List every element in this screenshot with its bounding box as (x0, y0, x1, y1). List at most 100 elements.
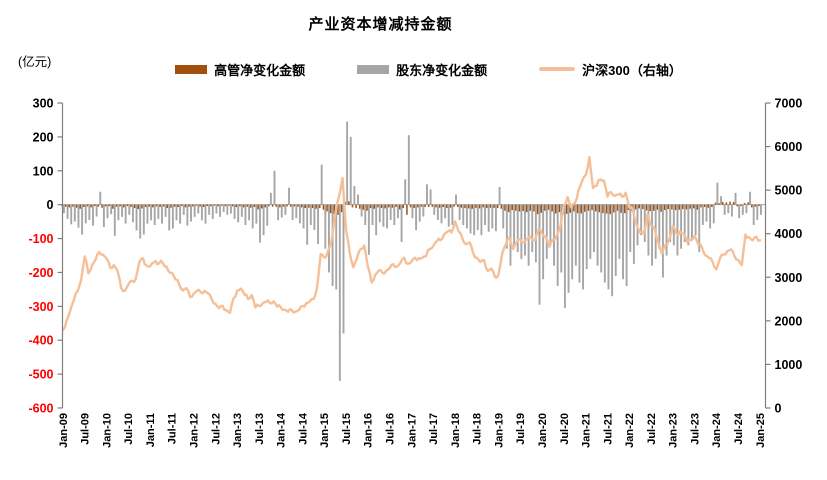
bar (260, 204, 263, 209)
bar (424, 204, 426, 208)
bar (553, 204, 555, 266)
bar (250, 204, 252, 208)
x-axis-tick-label: Jul-15 (341, 413, 353, 445)
bar (700, 204, 702, 208)
bar (585, 204, 588, 270)
x-axis-labels: Jan-09 Jul-09 Jan-10 Jul-10 Jan-11 Jul-11 Jan-… (58, 412, 767, 448)
bar (683, 204, 686, 242)
bar (88, 204, 91, 220)
bar (70, 204, 73, 225)
bar (478, 204, 481, 209)
bar (273, 170, 276, 205)
bar (600, 204, 603, 273)
bar (259, 204, 261, 243)
bar (698, 204, 701, 253)
bar (576, 204, 579, 214)
x-axis-tick-label: Jul-10 (123, 413, 135, 445)
bar (213, 204, 216, 206)
bar (747, 202, 749, 205)
bar (112, 204, 114, 209)
bar (741, 204, 744, 215)
left-axis: 300 200 100 0 -100 -200 -300 -400 -500 -600 (28, 97, 64, 416)
bar (656, 204, 659, 210)
bar (482, 204, 484, 208)
bar (691, 204, 693, 239)
bar (206, 204, 209, 207)
bar (409, 204, 412, 208)
bar (146, 204, 149, 224)
bar (135, 204, 138, 231)
bar (311, 204, 314, 209)
bar (632, 204, 635, 264)
bar (148, 204, 150, 207)
bar (168, 204, 171, 231)
bar (329, 204, 332, 214)
bar (504, 204, 506, 211)
bar (642, 204, 644, 210)
left-axis-tick-label: -300 (28, 300, 53, 314)
bar (264, 204, 267, 208)
x-axis-tick-label: Jul-24 (733, 412, 745, 445)
bar (93, 204, 96, 207)
bar (286, 204, 288, 207)
bar (64, 204, 67, 207)
bar (736, 204, 739, 207)
bar (141, 204, 143, 209)
bar (228, 204, 230, 206)
x-axis-tick-label: Jul-14 (297, 412, 309, 445)
bar (269, 192, 272, 205)
bar (634, 204, 637, 210)
bar (382, 204, 385, 227)
bar (244, 204, 247, 225)
bar (373, 204, 375, 209)
bar (197, 204, 200, 214)
bar (402, 204, 405, 209)
x-axis-tick-label: Jul-16 (385, 413, 397, 445)
bar (475, 204, 477, 209)
x-axis-tick-label: Jul-19 (515, 413, 527, 445)
bar (162, 204, 165, 207)
executives-bar-swatch-icon (175, 64, 208, 74)
bar (298, 204, 301, 224)
bar (221, 204, 223, 206)
bar (555, 204, 557, 214)
bar (208, 204, 211, 215)
bar (435, 204, 437, 208)
bar (669, 204, 672, 242)
bar (367, 204, 370, 255)
bar (625, 204, 628, 286)
bar (159, 204, 161, 208)
chart-title: 产业资本增减持金额 (308, 16, 453, 33)
bar (115, 204, 118, 207)
bar (246, 204, 248, 207)
bar (622, 204, 624, 280)
bar (324, 204, 327, 249)
bar (186, 204, 189, 226)
bar (222, 204, 225, 213)
x-axis-tick-label: Jul-17 (428, 413, 440, 445)
bar (500, 204, 503, 209)
bar (732, 201, 735, 205)
bar (426, 184, 428, 205)
bar (613, 204, 615, 213)
bar (331, 204, 334, 286)
bar (453, 204, 455, 207)
bar (211, 204, 214, 219)
bar (451, 204, 454, 225)
x-axis-tick-label: Jan-18 (450, 413, 462, 448)
bar (313, 204, 316, 231)
right-axis-tick-label: 4000 (775, 227, 803, 241)
x-axis-tick-label: Jan-12 (188, 413, 200, 448)
bar (340, 204, 343, 213)
bar (701, 204, 704, 225)
x-axis-tick-label: Jan-24 (711, 412, 723, 448)
bar (661, 204, 664, 278)
bar (480, 204, 483, 236)
right-axis-tick-label: 3000 (775, 271, 803, 285)
bar (308, 204, 310, 208)
x-axis-tick-label: Jul-13 (254, 413, 266, 445)
bar (326, 204, 328, 212)
bar (242, 204, 245, 208)
bar (420, 204, 423, 207)
